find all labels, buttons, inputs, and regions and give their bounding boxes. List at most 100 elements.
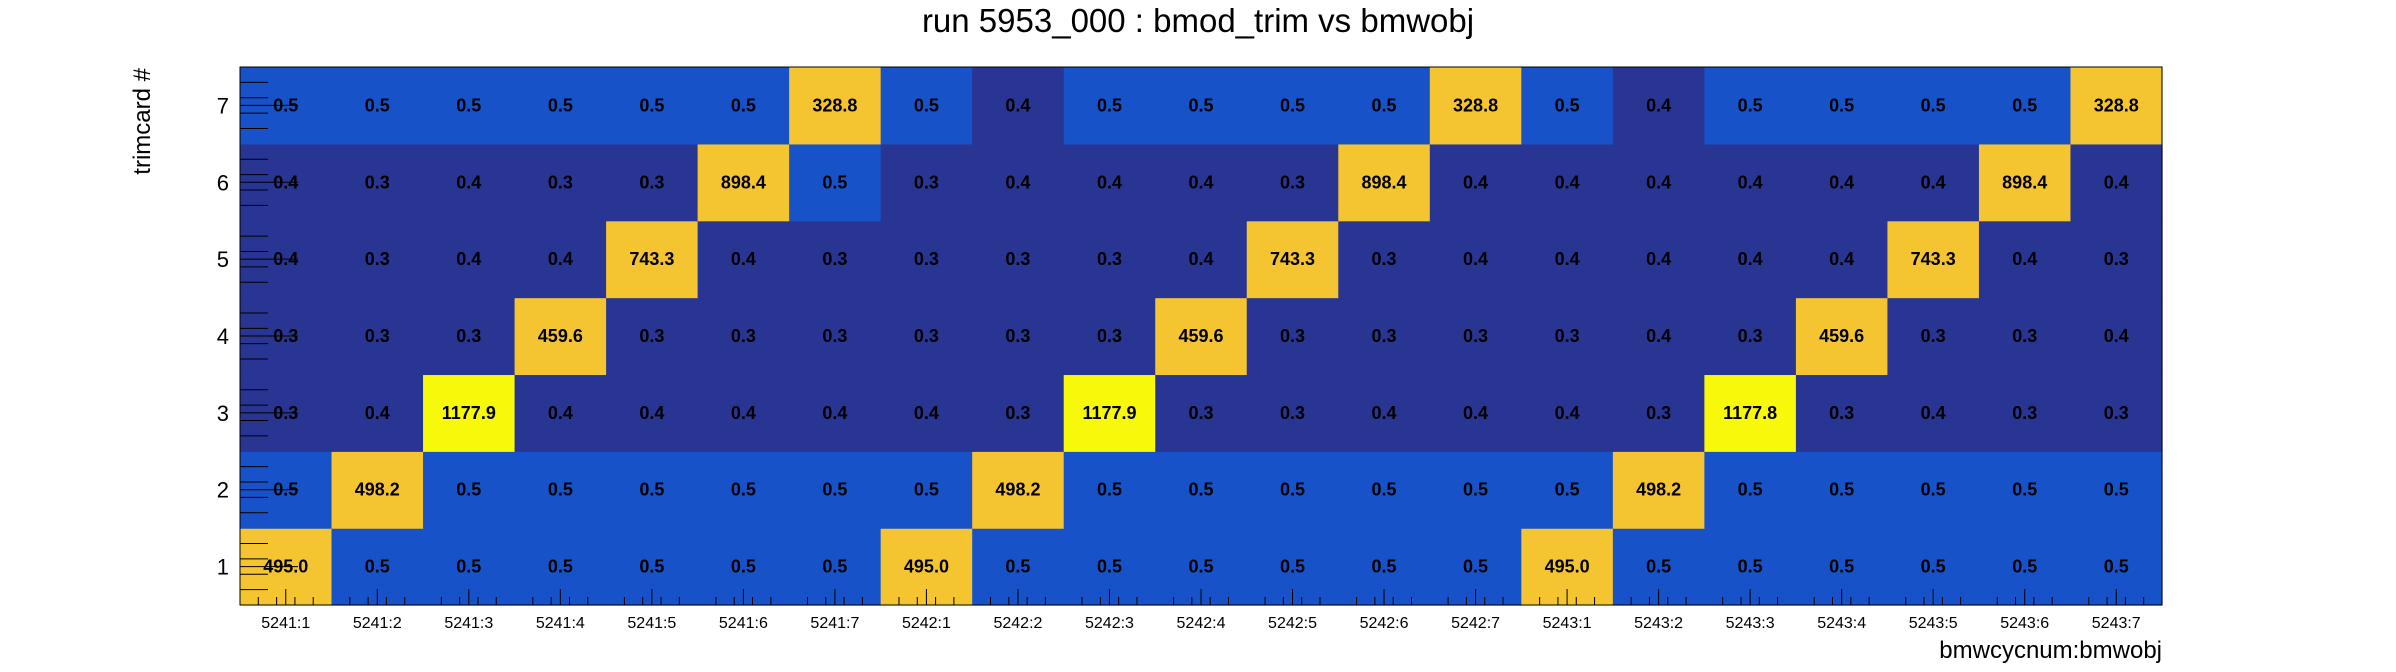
x-tick-label: 5241:7 bbox=[810, 615, 859, 632]
cell-value-label: 0.5 bbox=[456, 95, 481, 115]
y-axis-title: trimcard # bbox=[129, 67, 156, 174]
x-tick-label: 5241:5 bbox=[627, 615, 676, 632]
cell-value-label: 0.5 bbox=[822, 172, 847, 192]
cell-value-label: 0.5 bbox=[1097, 480, 1122, 500]
cell-value-label: 0.5 bbox=[2104, 480, 2129, 500]
cell-value-label: 0.4 bbox=[1829, 172, 1854, 192]
heatmap-cell bbox=[514, 143, 607, 222]
cell-value-label: 0.4 bbox=[914, 403, 939, 423]
cell-value-label: 0.5 bbox=[2012, 95, 2037, 115]
cell-value-label: 0.5 bbox=[639, 557, 664, 577]
heatmap-cell bbox=[1704, 143, 1797, 222]
x-tick-label: 5243:1 bbox=[1543, 615, 1592, 632]
heatmap-cell bbox=[880, 67, 973, 145]
heatmap-cell bbox=[1338, 297, 1431, 376]
x-tick-label: 5242:2 bbox=[993, 615, 1042, 632]
cell-value-label: 0.3 bbox=[1005, 249, 1030, 269]
heatmap-cell bbox=[331, 297, 424, 376]
heatmap-cell bbox=[697, 297, 790, 376]
cell-value-label: 0.4 bbox=[1463, 249, 1488, 269]
y-tick-label: 6 bbox=[217, 170, 229, 195]
heatmap-cell bbox=[331, 67, 424, 145]
heatmap-cell bbox=[1246, 220, 1339, 299]
cell-value-label: 459.6 bbox=[538, 326, 583, 346]
heatmap-cell bbox=[1063, 374, 1156, 452]
cell-value-label: 0.5 bbox=[1463, 480, 1488, 500]
heatmap-cell bbox=[331, 220, 424, 299]
cell-value-label: 0.5 bbox=[1280, 557, 1305, 577]
heatmap-cell bbox=[2070, 374, 2163, 452]
cell-value-label: 0.5 bbox=[914, 95, 939, 115]
heatmap-cell bbox=[789, 297, 882, 376]
heatmap-cell bbox=[1612, 297, 1705, 376]
heatmap-cell bbox=[1612, 451, 1705, 529]
heatmap-cell bbox=[1155, 143, 1248, 222]
heatmap-cell bbox=[606, 143, 699, 222]
cell-value-label: 0.5 bbox=[2012, 480, 2037, 500]
heatmap-cell bbox=[1429, 297, 1522, 376]
cell-value-label: 0.3 bbox=[1921, 326, 1946, 346]
cell-value-label: 0.5 bbox=[1921, 557, 1946, 577]
heatmap-cell bbox=[972, 67, 1065, 145]
cell-value-label: 0.4 bbox=[1188, 249, 1213, 269]
heatmap-cell bbox=[606, 297, 699, 376]
heatmap-cell bbox=[1338, 67, 1431, 145]
cell-value-label: 0.5 bbox=[639, 95, 664, 115]
y-tick-label: 2 bbox=[217, 478, 229, 503]
heatmap-cell bbox=[606, 67, 699, 145]
heatmap-cell bbox=[1612, 220, 1705, 299]
heatmap-cell bbox=[1978, 297, 2072, 376]
cell-value-label: 0.3 bbox=[1280, 172, 1305, 192]
heatmap-cell bbox=[1155, 374, 1248, 452]
cell-value-label: 0.4 bbox=[1646, 326, 1671, 346]
cell-value-label: 0.4 bbox=[1097, 172, 1122, 192]
heatmap-cell bbox=[789, 451, 882, 529]
cell-value-label: 0.3 bbox=[639, 172, 664, 192]
cell-value-label: 459.6 bbox=[1178, 326, 1223, 346]
cell-value-label: 0.4 bbox=[1372, 403, 1397, 423]
cell-value-label: 898.4 bbox=[2002, 172, 2047, 192]
heatmap-cell bbox=[423, 297, 516, 376]
cell-value-label: 328.8 bbox=[2094, 95, 2139, 115]
cell-value-label: 328.8 bbox=[812, 95, 857, 115]
cell-value-label: 0.4 bbox=[731, 403, 756, 423]
cell-value-label: 0.3 bbox=[1005, 326, 1030, 346]
cell-value-label: 0.3 bbox=[1097, 249, 1122, 269]
heatmap-cell bbox=[697, 220, 790, 299]
cell-value-label: 0.3 bbox=[2104, 403, 2129, 423]
x-tick-label: 5243:3 bbox=[1726, 615, 1775, 632]
cell-value-label: 0.5 bbox=[2104, 557, 2129, 577]
heatmap-cell bbox=[1795, 143, 1889, 222]
cell-value-label: 0.4 bbox=[1738, 249, 1763, 269]
heatmap-cell bbox=[1246, 451, 1339, 529]
heatmap-cell bbox=[1338, 451, 1431, 529]
heatmap-cell bbox=[1978, 67, 2072, 145]
cell-value-label: 0.5 bbox=[548, 557, 573, 577]
cell-value-label: 0.4 bbox=[1921, 403, 1946, 423]
heatmap-cell bbox=[1063, 67, 1156, 145]
heatmap-cell bbox=[789, 220, 882, 299]
cell-value-label: 0.5 bbox=[365, 557, 390, 577]
x-tick-label: 5241:2 bbox=[353, 615, 402, 632]
heatmap-cell bbox=[789, 67, 882, 145]
heatmap-cell bbox=[697, 374, 790, 452]
heatmap-cell bbox=[1795, 297, 1889, 376]
cell-value-label: 0.5 bbox=[822, 557, 847, 577]
heatmap-cell bbox=[1521, 297, 1614, 376]
cell-value-label: 0.4 bbox=[1555, 403, 1580, 423]
x-tick-label: 5243:2 bbox=[1634, 615, 1683, 632]
cell-value-label: 0.4 bbox=[1005, 172, 1030, 192]
cell-value-label: 0.3 bbox=[639, 326, 664, 346]
heatmap-cell bbox=[972, 374, 1065, 452]
heatmap-cell bbox=[423, 143, 516, 222]
x-tick-label: 5242:6 bbox=[1360, 615, 1409, 632]
heatmap-cell bbox=[606, 451, 699, 529]
cell-value-label: 0.4 bbox=[548, 249, 573, 269]
x-tick-label: 5243:6 bbox=[2000, 615, 2049, 632]
cell-value-label: 0.5 bbox=[1829, 95, 1854, 115]
heatmap-cell bbox=[2070, 143, 2163, 222]
cell-value-label: 898.4 bbox=[721, 172, 766, 192]
cell-value-label: 0.3 bbox=[365, 172, 390, 192]
cell-value-label: 0.3 bbox=[1646, 403, 1671, 423]
